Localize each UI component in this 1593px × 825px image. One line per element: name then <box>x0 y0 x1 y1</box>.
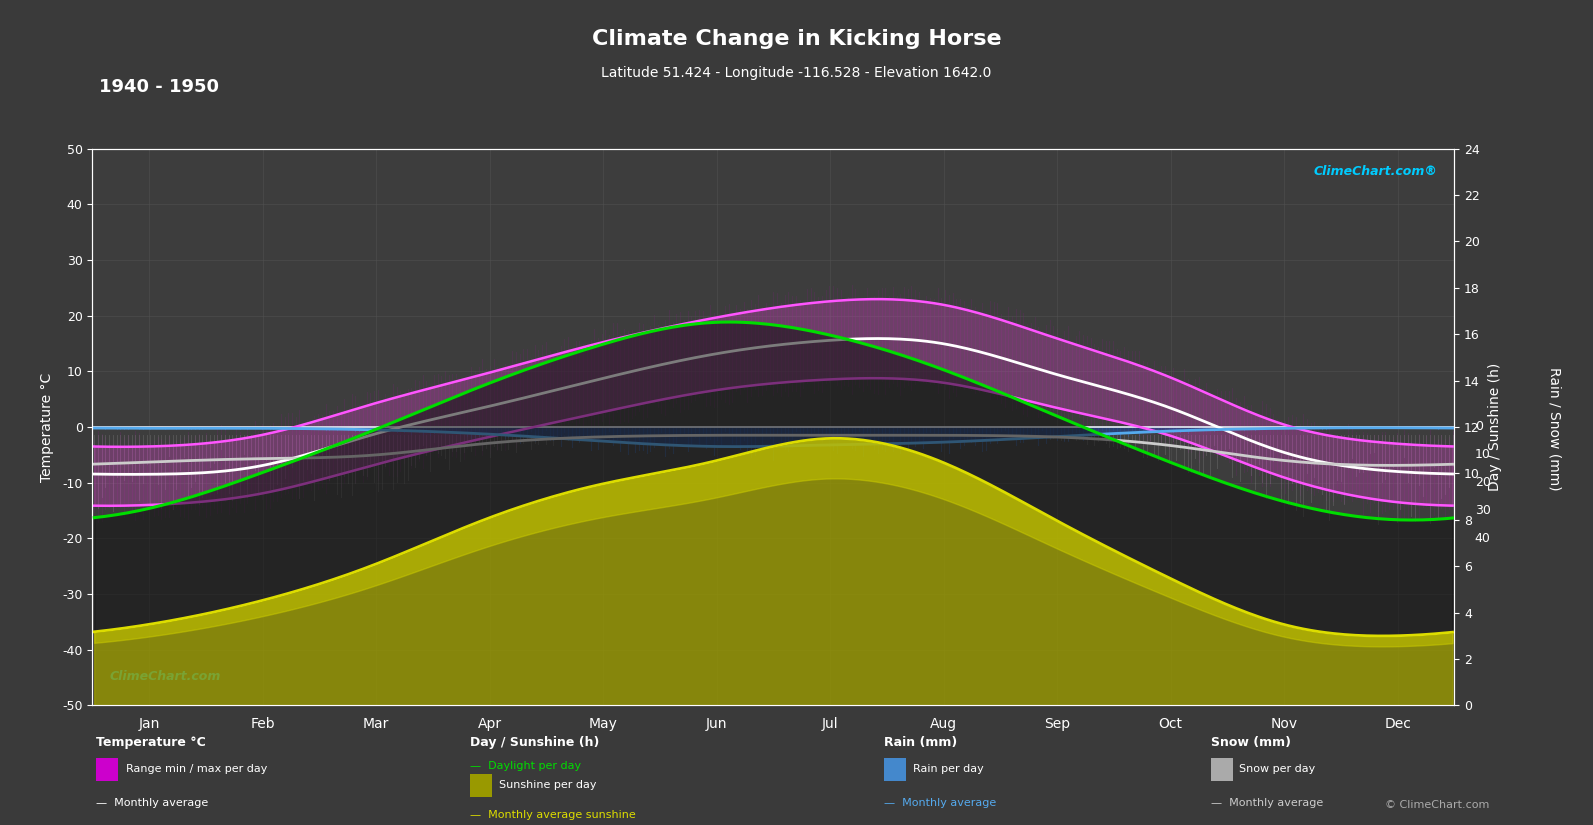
Y-axis label: Day / Sunshine (h): Day / Sunshine (h) <box>1488 363 1502 491</box>
Text: 30: 30 <box>1475 504 1491 517</box>
Text: Rain (mm): Rain (mm) <box>884 736 957 749</box>
Text: © ClimeChart.com: © ClimeChart.com <box>1384 800 1489 810</box>
Text: —  Monthly average sunshine: — Monthly average sunshine <box>470 810 636 820</box>
Text: 20: 20 <box>1475 476 1491 489</box>
Text: Temperature °C: Temperature °C <box>96 736 205 749</box>
Text: 40: 40 <box>1475 532 1491 544</box>
Text: —  Daylight per day: — Daylight per day <box>470 761 581 771</box>
Text: ClimeChart.com®: ClimeChart.com® <box>1314 165 1437 178</box>
Text: Sunshine per day: Sunshine per day <box>499 780 596 790</box>
Text: —  Monthly average: — Monthly average <box>1211 798 1322 808</box>
Text: Latitude 51.424 - Longitude -116.528 - Elevation 1642.0: Latitude 51.424 - Longitude -116.528 - E… <box>601 66 992 80</box>
Text: Day / Sunshine (h): Day / Sunshine (h) <box>470 736 599 749</box>
Text: ClimeChart.com: ClimeChart.com <box>110 670 221 683</box>
Text: —  Monthly average: — Monthly average <box>884 798 996 808</box>
Text: Range min / max per day: Range min / max per day <box>126 764 268 774</box>
Text: 0: 0 <box>1475 421 1483 433</box>
Text: 10: 10 <box>1475 448 1491 461</box>
Text: Snow (mm): Snow (mm) <box>1211 736 1290 749</box>
Text: 1940 - 1950: 1940 - 1950 <box>99 78 218 97</box>
Text: Snow per day: Snow per day <box>1239 764 1316 774</box>
Text: Rain / Snow (mm): Rain / Snow (mm) <box>1548 367 1561 491</box>
Text: Rain per day: Rain per day <box>913 764 983 774</box>
Text: —  Monthly average: — Monthly average <box>96 798 207 808</box>
Text: Climate Change in Kicking Horse: Climate Change in Kicking Horse <box>591 29 1002 49</box>
Y-axis label: Temperature °C: Temperature °C <box>40 372 54 482</box>
